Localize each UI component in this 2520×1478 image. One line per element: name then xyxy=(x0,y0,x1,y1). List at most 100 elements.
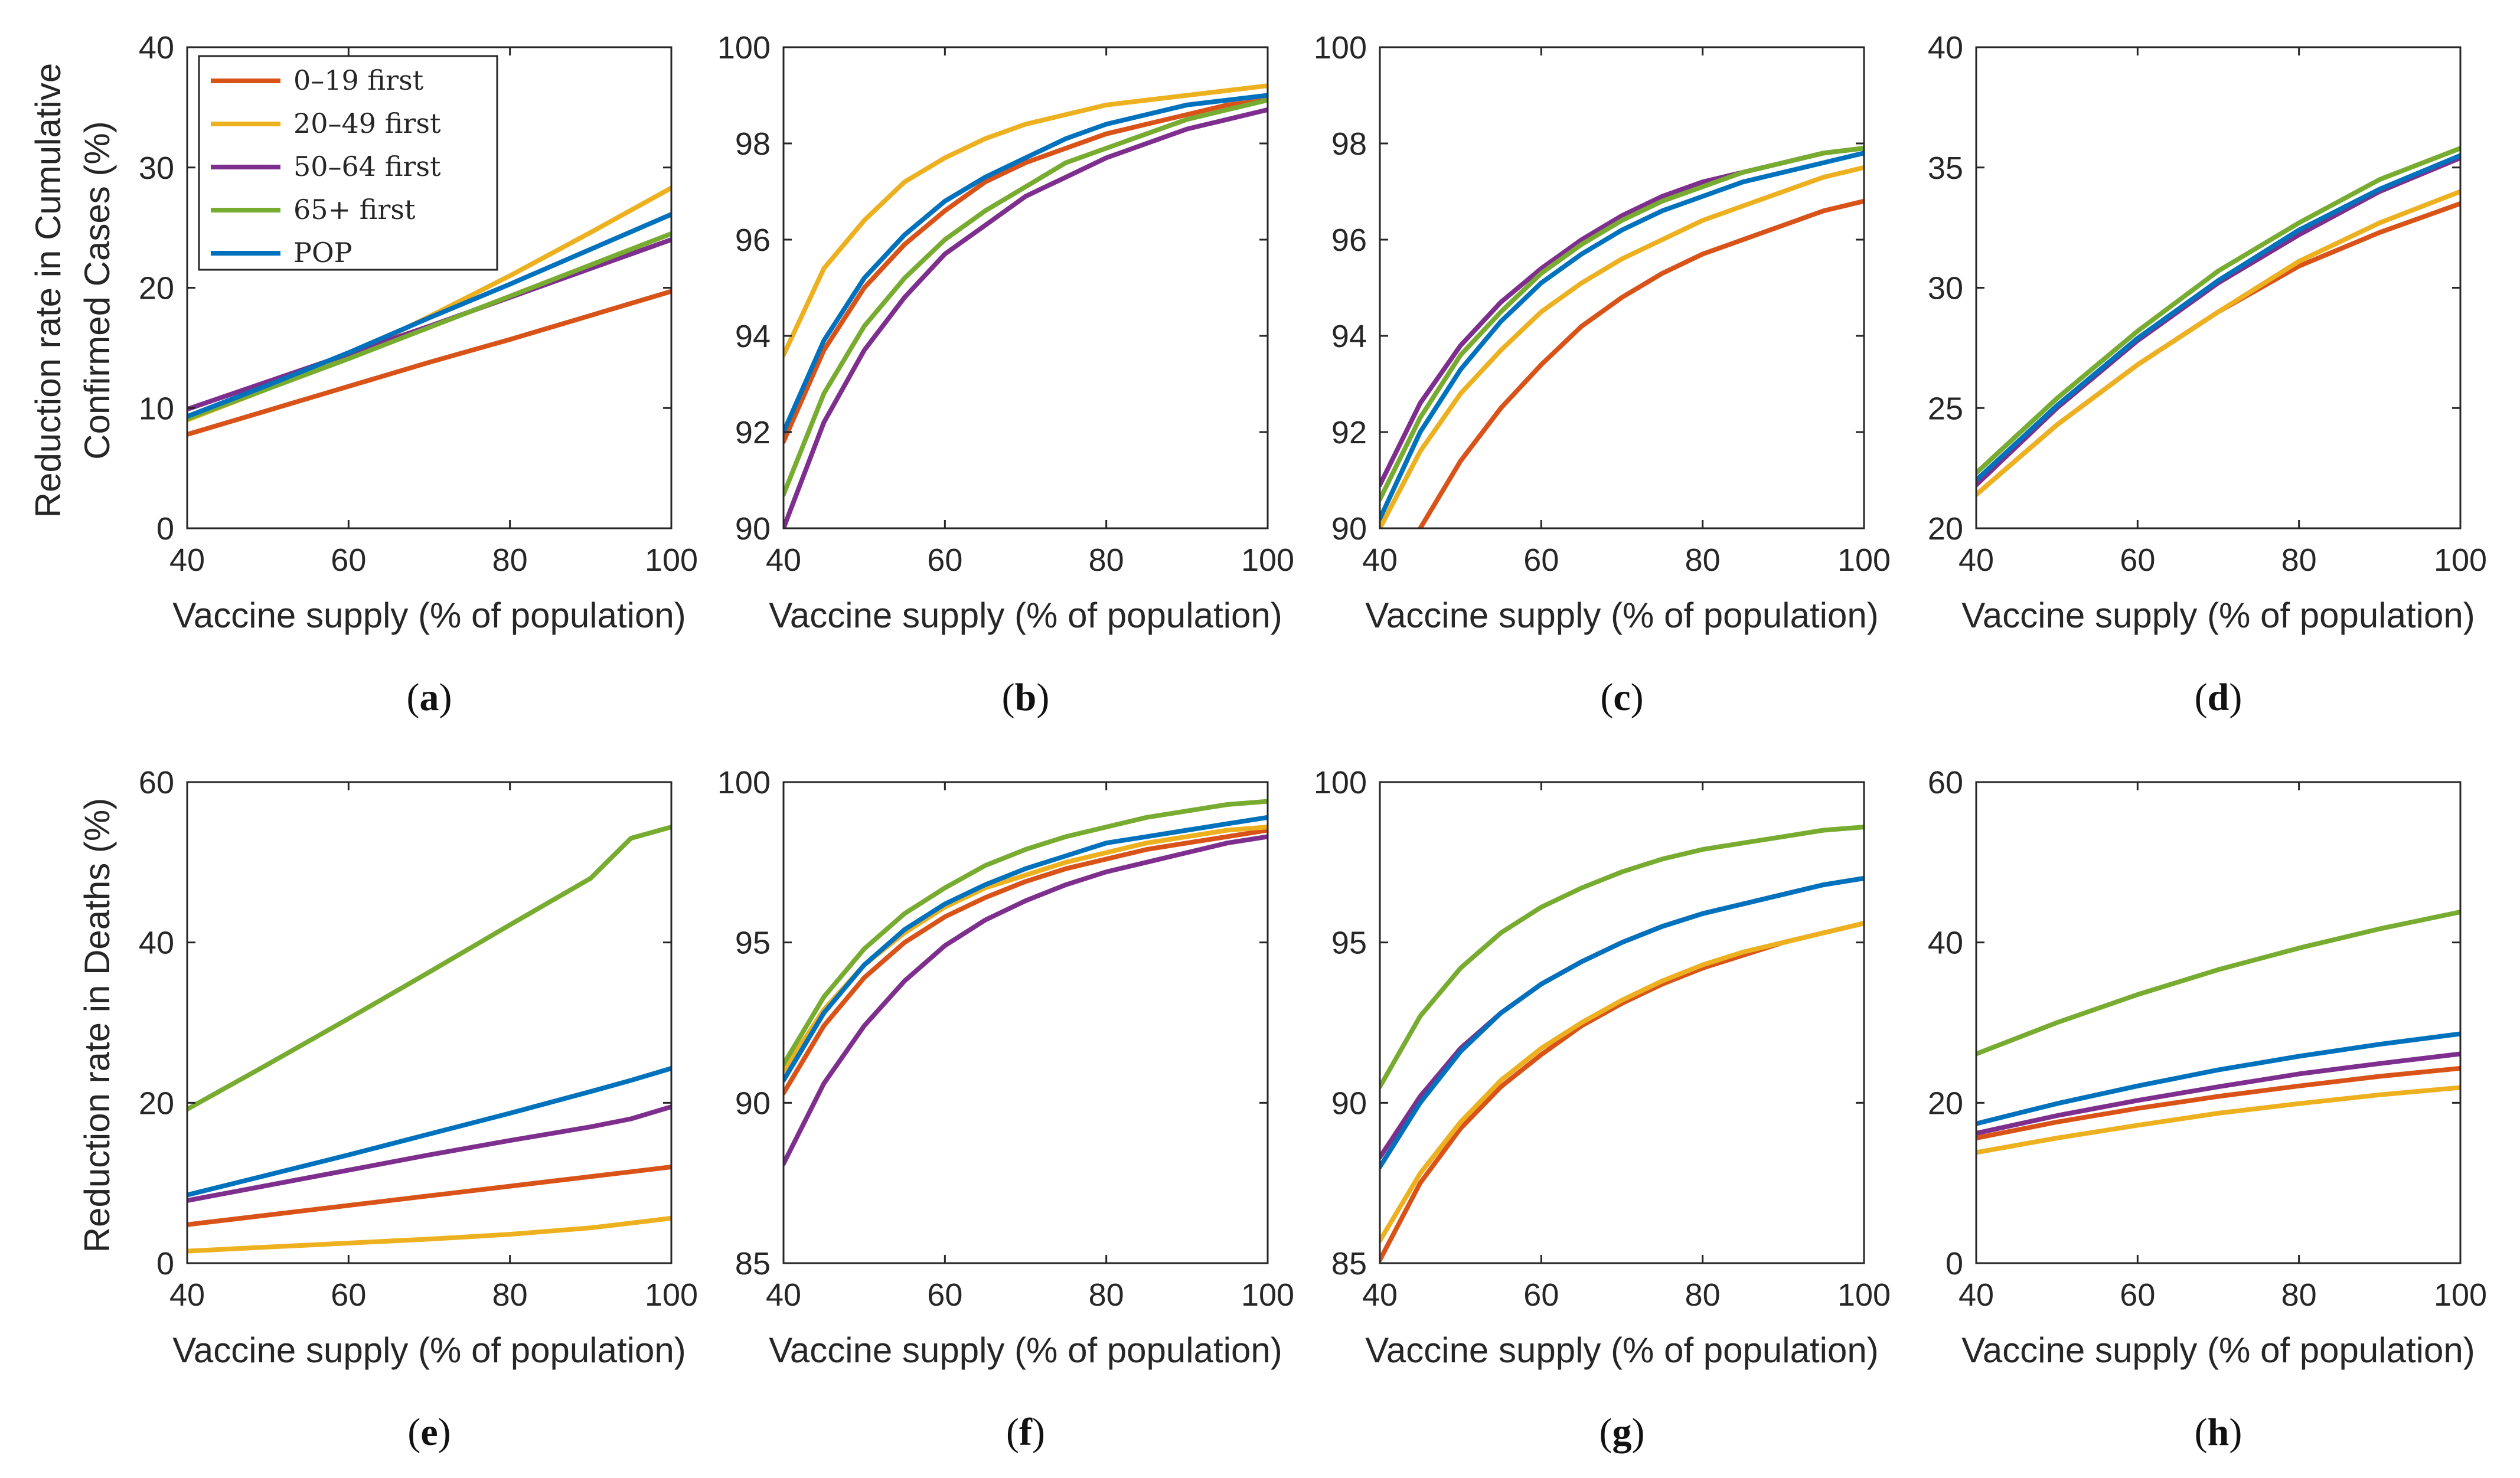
panel-letter: a xyxy=(420,676,439,719)
series-group xyxy=(1976,146,2460,497)
y-tick-label: 98 xyxy=(1331,126,1367,162)
y-tick-label: 100 xyxy=(1314,765,1367,800)
x-tick-label: 60 xyxy=(331,1277,366,1313)
series-group xyxy=(1380,825,1864,1263)
x-tick-label: 40 xyxy=(766,542,801,578)
y-tick-label: 20 xyxy=(139,271,174,306)
y-tick-label: 90 xyxy=(1331,511,1367,547)
x-tick-label: 40 xyxy=(766,1277,801,1313)
y-tick-label: 40 xyxy=(139,30,174,66)
x-tick-label: 60 xyxy=(927,542,962,578)
x-tick-label: 80 xyxy=(1685,542,1721,578)
y-tick-label: 0 xyxy=(156,511,174,547)
x-tick-label: 60 xyxy=(2120,1277,2155,1313)
panel-letter: g xyxy=(1612,1411,1632,1454)
axes-box xyxy=(1975,46,2462,529)
panel-letter: d xyxy=(2208,676,2230,719)
series-line-0-19-first xyxy=(1417,198,1864,528)
x-tick-label: 100 xyxy=(2434,1277,2487,1313)
y-tick-label: 40 xyxy=(1928,926,1963,961)
y-tick-label: 60 xyxy=(1928,765,1963,800)
panel-label: (d) xyxy=(2195,676,2242,719)
series-line-pop xyxy=(1976,1031,2460,1126)
series-line-pop xyxy=(784,93,1268,434)
x-axis-label: Vaccine supply (% of population) xyxy=(172,596,686,635)
legend-label: 50–64 first xyxy=(293,151,441,182)
x-tick-label: 80 xyxy=(1089,542,1124,578)
y-tick-label: 85 xyxy=(735,1246,771,1281)
series-line-0-19-first xyxy=(187,1165,671,1227)
x-tick-label: 80 xyxy=(2281,542,2317,578)
y-tick-label: 90 xyxy=(1331,1085,1367,1121)
series-line-50-64-first xyxy=(1380,146,1864,488)
legend-box xyxy=(198,55,498,271)
series-line-0-19-first xyxy=(187,289,671,437)
legend: 0–19 first 20–49 first 50–64 first 65+ firs… xyxy=(198,55,498,271)
y-tick-label: 95 xyxy=(735,926,771,961)
x-axis-label: Vaccine supply (% of population) xyxy=(1961,596,2475,635)
series-group xyxy=(1976,910,2460,1155)
panel-letter: f xyxy=(1019,1411,1033,1454)
x-axis-label: Vaccine supply (% of population) xyxy=(769,596,1282,635)
series-line-20-49-first xyxy=(1380,921,1864,1243)
series-line-0-19-first xyxy=(784,828,1268,1096)
panel-letter: c xyxy=(1613,676,1630,719)
panel-a: 40 60 80 100 0 10 20 30 40 Vaccine supply (% of p… xyxy=(139,30,698,719)
y-tick-label: 0 xyxy=(156,1246,174,1281)
y-tick-label: 20 xyxy=(139,1085,174,1121)
series-line-pop xyxy=(1380,876,1864,1169)
axes-box xyxy=(1975,781,2462,1264)
series-line-65-first xyxy=(1976,910,2460,1057)
y-tick-label: 94 xyxy=(1331,319,1367,354)
y-tick-label: 20 xyxy=(1928,511,1963,547)
series-line-50-64-first xyxy=(1976,1051,2460,1136)
y-tick-label: 60 xyxy=(139,765,174,800)
x-tick-label: 40 xyxy=(169,542,205,578)
y-tick-label: 30 xyxy=(139,151,174,186)
y-tick-label: 92 xyxy=(1331,415,1367,450)
x-tick-label: 80 xyxy=(2281,1277,2317,1313)
x-axis-label: Vaccine supply (% of population) xyxy=(1365,596,1878,635)
x-tick-label: 80 xyxy=(1089,1277,1124,1313)
x-tick-label: 100 xyxy=(1837,542,1891,578)
series-line-0-19-first xyxy=(1976,1065,2460,1141)
x-tick-label: 80 xyxy=(1685,1277,1721,1313)
y-tick-label: 95 xyxy=(1331,926,1367,961)
legend-label: 20–49 first xyxy=(293,107,441,139)
panel-label: (a) xyxy=(407,676,452,719)
axes-box xyxy=(782,46,1269,529)
series-group xyxy=(187,825,671,1254)
series-line-0-19-first xyxy=(784,97,1268,444)
series-line-20-49-first xyxy=(1976,1085,2460,1155)
panel-d: 40 60 80 100 20 25 30 35 40 Vaccine supply (% of … xyxy=(1928,30,2487,719)
axes-box xyxy=(1379,46,1865,529)
series-line-0-19-first xyxy=(1976,201,2460,497)
x-axis-label: Vaccine supply (% of population) xyxy=(1961,1330,2475,1370)
series-line-65-first xyxy=(1976,146,2460,476)
series-line-65-first xyxy=(784,97,1268,497)
panel-label: (f) xyxy=(1006,1411,1045,1454)
axes-box xyxy=(782,781,1269,1264)
y-tick-label: 98 xyxy=(735,126,771,162)
x-axis-label: Vaccine supply (% of population) xyxy=(1365,1330,1878,1370)
panel-label: (b) xyxy=(1002,676,1050,719)
panel-label: (h) xyxy=(2195,1411,2242,1454)
panel-label: (c) xyxy=(1600,676,1643,719)
series-line-20-49-first xyxy=(187,1215,671,1254)
series-line-65-first xyxy=(1380,825,1864,1090)
x-tick-label: 100 xyxy=(645,1277,698,1313)
y-tick-label: 92 xyxy=(735,415,771,450)
x-tick-label: 60 xyxy=(1523,1277,1559,1313)
ylabel-top-line2: Confirmed Cases (%) xyxy=(77,121,117,460)
series-line-20-49-first xyxy=(1976,189,2460,497)
x-tick-label: 60 xyxy=(2120,542,2155,578)
series-line-pop xyxy=(784,815,1268,1083)
x-tick-label: 40 xyxy=(169,1277,205,1313)
x-axis-label: Vaccine supply (% of population) xyxy=(172,1330,686,1370)
x-tick-label: 40 xyxy=(1362,542,1398,578)
y-tick-label: 10 xyxy=(139,391,174,426)
series-line-65-first xyxy=(1380,146,1864,502)
x-tick-label: 60 xyxy=(1523,542,1559,578)
x-tick-label: 60 xyxy=(927,1277,962,1313)
